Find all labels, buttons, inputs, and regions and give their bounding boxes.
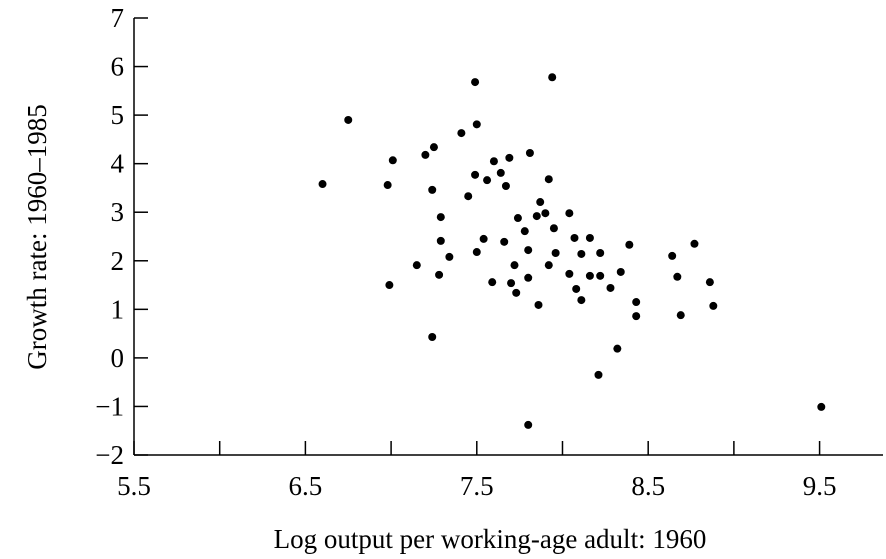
point: [577, 296, 586, 305]
point: [606, 283, 615, 292]
point: [544, 175, 553, 184]
point: [817, 402, 826, 411]
point: [479, 234, 488, 243]
point: [632, 298, 641, 307]
point: [536, 198, 545, 207]
point: [565, 209, 574, 218]
y-tick-label: 4: [111, 149, 125, 179]
point: [632, 312, 641, 321]
point: [524, 273, 533, 282]
point: [532, 212, 541, 221]
point: [421, 150, 430, 159]
point: [496, 168, 505, 177]
point: [318, 180, 327, 189]
point: [472, 248, 481, 257]
point: [534, 300, 543, 309]
point: [489, 157, 498, 166]
point: [551, 249, 560, 258]
y-tick-label: 0: [111, 343, 125, 373]
y-tick-label: −2: [95, 440, 124, 470]
x-tick-label: 6.5: [289, 471, 323, 501]
point: [549, 224, 558, 233]
point: [512, 288, 521, 297]
point: [412, 261, 421, 270]
x-tick-label: 8.5: [631, 471, 665, 501]
point: [594, 370, 603, 379]
point: [676, 311, 685, 320]
point: [510, 261, 519, 270]
point: [445, 252, 454, 261]
point: [344, 115, 353, 124]
point: [385, 281, 394, 290]
point: [505, 153, 514, 162]
point: [388, 156, 397, 165]
point: [524, 246, 533, 255]
point: [435, 270, 444, 279]
point: [577, 249, 586, 258]
point: [572, 284, 581, 293]
point: [565, 269, 574, 278]
point: [436, 213, 445, 222]
point: [520, 227, 529, 236]
y-tick-label: −1: [95, 391, 124, 421]
point: [525, 148, 534, 157]
point: [625, 240, 634, 249]
point: [585, 271, 594, 280]
point: [541, 209, 550, 218]
point: [513, 214, 522, 223]
point: [428, 185, 437, 194]
y-tick-label: 1: [111, 294, 125, 324]
point: [500, 237, 509, 246]
point: [501, 182, 510, 191]
point: [471, 78, 480, 87]
y-tick-label: 6: [111, 52, 125, 82]
y-axis-label: Growth rate: 1960–1985: [22, 104, 52, 369]
point: [585, 233, 594, 242]
point: [483, 176, 492, 185]
x-tick-label: 5.5: [117, 471, 151, 501]
y-tick-label: 2: [111, 246, 125, 276]
x-tick-label: 9.5: [803, 471, 837, 501]
point: [464, 192, 473, 201]
x-tick-label: 7.5: [460, 471, 494, 501]
point: [570, 233, 579, 242]
point: [596, 249, 605, 258]
y-tick-label: 5: [111, 100, 125, 130]
y-tick-label: 3: [111, 197, 125, 227]
point: [668, 251, 677, 260]
point: [488, 278, 497, 287]
point: [524, 420, 533, 429]
point: [613, 344, 622, 353]
x-axis-label: Log output per working-age adult: 1960: [274, 524, 707, 554]
point: [472, 120, 481, 129]
point: [457, 129, 466, 138]
point: [705, 278, 714, 287]
point: [544, 261, 553, 270]
y-tick-label: 7: [111, 3, 125, 33]
point: [507, 279, 516, 288]
point: [616, 267, 625, 276]
point: [548, 73, 557, 82]
point: [596, 271, 605, 280]
point: [436, 236, 445, 245]
point: [709, 301, 718, 310]
point: [429, 143, 438, 152]
point: [383, 181, 392, 190]
point: [428, 333, 437, 342]
point: [471, 170, 480, 179]
point: [690, 239, 699, 248]
point: [673, 272, 682, 281]
